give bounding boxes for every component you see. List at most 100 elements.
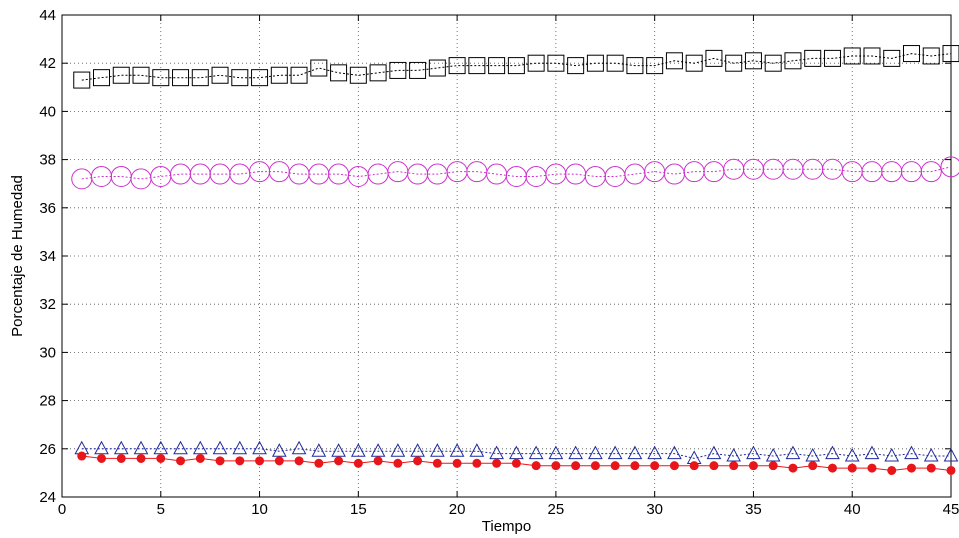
- data-point-dot: [748, 461, 758, 471]
- data-point-square: [646, 57, 664, 75]
- data-point-dot: [255, 456, 265, 466]
- data-point-square: [863, 47, 881, 65]
- data-point-dot: [590, 461, 600, 471]
- series-line: [81, 166, 952, 180]
- x-tick-label: 10: [251, 501, 268, 518]
- data-point-dot: [116, 453, 126, 463]
- series-dot: [77, 451, 956, 475]
- data-point-circle: [940, 156, 959, 178]
- data-point-square: [330, 64, 348, 82]
- data-point-dot: [314, 458, 324, 468]
- x-tick-label: 35: [745, 501, 762, 518]
- data-point-square: [744, 52, 762, 70]
- data-point-dot: [393, 458, 403, 468]
- x-tick-label: 30: [646, 501, 663, 518]
- data-point-triangle: [943, 447, 959, 462]
- x-tick-label: 5: [157, 501, 165, 518]
- data-point-square: [468, 57, 486, 75]
- data-point-triangle: [94, 440, 109, 455]
- y-tick-label: 24: [39, 489, 56, 506]
- data-point-triangle: [548, 445, 564, 460]
- x-tick-label: 40: [844, 501, 861, 518]
- data-point-triangle: [252, 440, 267, 455]
- data-point-triangle: [884, 447, 900, 462]
- data-point-dot: [906, 463, 916, 473]
- data-point-dot: [195, 453, 205, 463]
- data-point-dot: [788, 463, 798, 473]
- data-point-dot: [827, 463, 837, 473]
- data-point-square: [507, 57, 525, 75]
- data-point-square: [172, 69, 190, 87]
- x-tick-label: 20: [449, 501, 466, 518]
- data-point-dot: [689, 461, 699, 471]
- data-point-dot: [373, 456, 383, 466]
- data-point-triangle: [746, 445, 761, 460]
- y-tick-label: 32: [39, 296, 56, 313]
- data-point-square: [586, 54, 604, 72]
- data-point-dot: [729, 461, 739, 471]
- y-tick-label: 30: [39, 344, 56, 361]
- data-point-triangle: [588, 445, 603, 460]
- data-point-dot: [808, 461, 818, 471]
- data-point-dot: [511, 458, 521, 468]
- data-point-dot: [294, 456, 304, 466]
- data-point-square: [152, 69, 170, 87]
- data-point-square: [922, 47, 940, 65]
- data-point-dot: [551, 461, 561, 471]
- data-point-square: [725, 54, 743, 72]
- data-point-triangle: [607, 445, 623, 460]
- y-tick-label: 26: [39, 441, 56, 458]
- data-point-dot: [847, 463, 857, 473]
- data-point-dot: [432, 458, 442, 468]
- series-square: [73, 45, 959, 89]
- data-point-dot: [669, 461, 679, 471]
- data-point-square: [389, 61, 407, 79]
- data-point-triangle: [904, 445, 919, 460]
- x-tick-label: 25: [548, 501, 565, 518]
- data-point-dot: [156, 453, 166, 463]
- data-point-square: [527, 54, 545, 72]
- data-point-dot: [610, 461, 620, 471]
- axis-ticks: 0 5 10 15 20 25 30 35 40 45 24 26 28 30 32 34 36 38 40 42 44: [39, 7, 959, 518]
- data-point-dot: [630, 461, 640, 471]
- data-point-dot: [571, 461, 581, 471]
- data-point-square: [369, 64, 387, 82]
- data-point-triangle: [726, 447, 742, 462]
- y-tick-label: 42: [39, 55, 56, 72]
- data-point-square: [942, 45, 959, 63]
- data-point-dot: [334, 456, 344, 466]
- data-point-dot: [867, 463, 877, 473]
- data-point-triangle: [212, 440, 228, 455]
- data-point-square: [349, 66, 367, 84]
- y-tick-label: 40: [39, 103, 56, 120]
- data-point-triangle: [410, 443, 425, 457]
- data-point-dot: [650, 461, 660, 471]
- data-point-triangle: [291, 440, 307, 455]
- data-point-dot: [176, 456, 186, 466]
- data-point-dot: [531, 461, 541, 471]
- y-tick-label: 38: [39, 152, 56, 169]
- y-tick-label: 44: [39, 7, 56, 24]
- data-point-square: [784, 52, 802, 70]
- data-point-triangle: [528, 445, 544, 460]
- data-point-triangle: [153, 440, 169, 455]
- data-point-square: [231, 69, 249, 87]
- series-line: [81, 448, 951, 459]
- data-point-dot: [215, 456, 225, 466]
- y-tick-label: 36: [39, 200, 56, 217]
- data-point-triangle: [311, 443, 327, 457]
- data-point-square: [112, 66, 130, 84]
- data-point-square: [547, 54, 565, 72]
- data-point-dot: [353, 458, 363, 468]
- data-point-triangle: [805, 447, 821, 462]
- data-point-triangle: [133, 440, 149, 455]
- data-point-square: [685, 54, 703, 72]
- data-point-square: [428, 59, 446, 77]
- data-point-square: [290, 66, 308, 84]
- series-line: [81, 53, 952, 81]
- data-point-square: [902, 45, 920, 63]
- data-point-triangle: [271, 443, 287, 457]
- data-point-square: [488, 57, 506, 75]
- data-point-square: [665, 52, 683, 70]
- x-tick-label: 0: [58, 501, 66, 518]
